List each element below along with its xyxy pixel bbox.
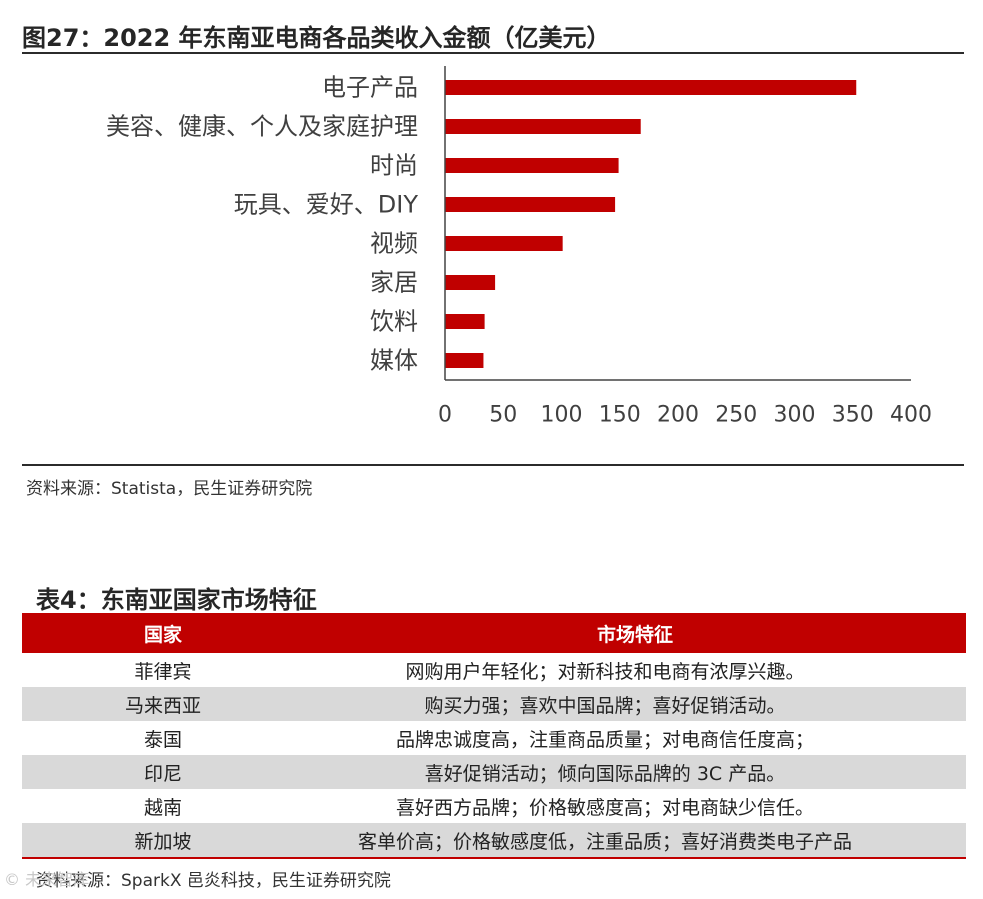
country-cell: 新加坡 <box>22 823 304 859</box>
category-label: 饮料 <box>370 308 418 336</box>
x-tick-label: 100 <box>541 403 583 428</box>
bar <box>445 119 641 134</box>
x-tick-label: 300 <box>774 403 816 428</box>
bar <box>445 353 484 368</box>
features-cell: 喜好促销活动；倾向国际品牌的 3C 产品。 <box>304 755 966 789</box>
header-features: 市场特征 <box>304 613 966 653</box>
x-tick-label: 50 <box>489 403 517 428</box>
chart-bottom-rule <box>22 464 964 466</box>
table-title: 表4：东南亚国家市场特征 <box>36 586 317 614</box>
bar <box>445 80 857 95</box>
category-label: 电子产品 <box>322 74 418 102</box>
x-tick-label: 200 <box>657 403 699 428</box>
country-cell: 菲律宾 <box>134 660 192 683</box>
bar <box>445 158 619 173</box>
x-tick-label: 350 <box>832 403 874 428</box>
category-label: 视频 <box>370 230 418 258</box>
table-row: 泰国 品牌忠诚度高，注重商品质量；对电商信任度高； <box>22 721 966 755</box>
chart-source: 资料来源：Statista，民生证券研究院 <box>26 479 313 499</box>
table-row: 越南 喜好西方品牌；价格敏感度高；对电商缺少信任。 <box>22 789 966 823</box>
bar <box>445 275 496 290</box>
category-label: 玩具、爱好、DIY <box>234 191 419 219</box>
table-row: 菲律宾 网购用户年轻化；对新科技和电商有浓厚兴趣。 <box>22 653 966 687</box>
x-tick-label: 0 <box>438 403 452 428</box>
features-cell: 喜好西方品牌；价格敏感度高；对电商缺少信任。 <box>395 796 814 819</box>
x-tick-label: 250 <box>715 403 757 428</box>
x-tick-label: 400 <box>890 403 932 428</box>
category-label: 媒体 <box>370 347 418 375</box>
watermark: © 未来智库 <box>4 870 90 889</box>
category-label: 家居 <box>370 269 418 297</box>
features-cell: 网购用户年轻化；对新科技和电商有浓厚兴趣。 <box>405 660 805 683</box>
x-tick-label: 150 <box>599 403 641 428</box>
country-cell: 泰国 <box>143 728 182 751</box>
table-row: 马来西亚 购买力强；喜欢中国品牌；喜好促销活动。 <box>22 687 966 721</box>
features-cell: 品牌忠诚度高，注重商品质量；对电商信任度高； <box>395 728 814 751</box>
table-row: 印尼 喜好促销活动；倾向国际品牌的 3C 产品。 <box>22 755 966 789</box>
bar <box>445 236 563 251</box>
market-table: 国家 市场特征 菲律宾 网购用户年轻化；对新科技和电商有浓厚兴趣。 马来西亚 购… <box>22 613 966 859</box>
table-source: 资料来源：SparkX 邑炎科技，民生证券研究院 <box>36 871 391 891</box>
figure-title: 图27：2022 年东南亚电商各品类收入金额（亿美元） <box>22 24 611 52</box>
title-rule <box>22 52 964 54</box>
country-cell: 越南 <box>143 796 182 819</box>
country-cell: 印尼 <box>22 755 304 789</box>
table-header-row: 国家 市场特征 <box>22 613 966 653</box>
header-country: 国家 <box>22 613 304 653</box>
table-row: 新加坡 客单价高；价格敏感度低，注重品质；喜好消费类电子产品 <box>22 823 966 859</box>
features-cell: 购买力强；喜欢中国品牌；喜好促销活动。 <box>304 687 966 721</box>
category-label: 时尚 <box>370 152 418 180</box>
bar <box>445 314 485 329</box>
features-cell: 客单价高；价格敏感度低，注重品质；喜好消费类电子产品 <box>304 823 966 859</box>
bar <box>445 197 616 212</box>
category-label: 美容、健康、个人及家庭护理 <box>106 113 418 141</box>
country-cell: 马来西亚 <box>22 687 304 721</box>
